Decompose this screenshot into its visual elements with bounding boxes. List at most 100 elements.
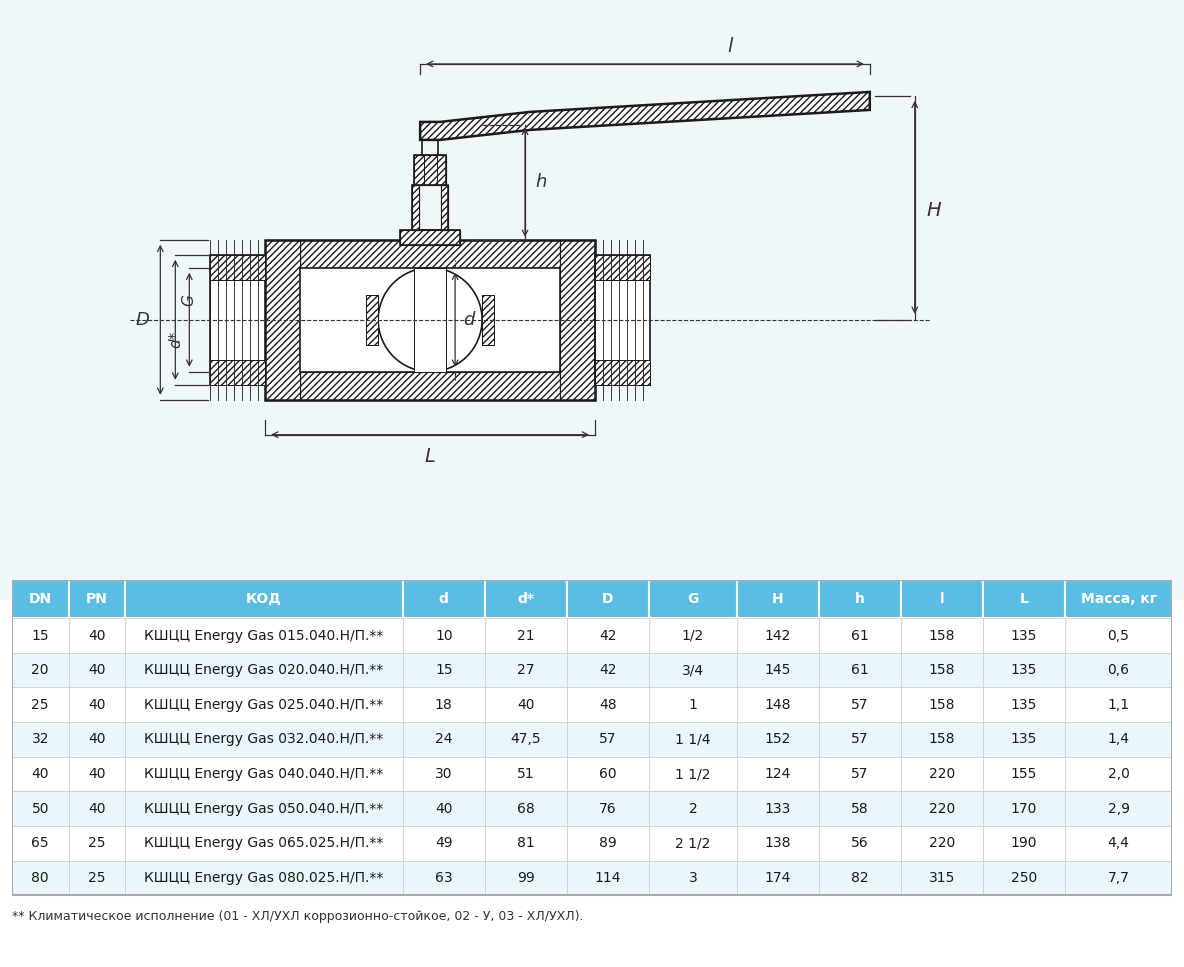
Bar xyxy=(901,618,983,653)
Bar xyxy=(1064,757,1172,791)
Bar xyxy=(403,688,484,722)
Text: 2,9: 2,9 xyxy=(1107,802,1130,815)
Text: 145: 145 xyxy=(765,663,791,677)
Text: H: H xyxy=(927,201,941,220)
Text: d: d xyxy=(439,592,449,606)
Text: H: H xyxy=(772,592,784,606)
Bar xyxy=(400,230,461,245)
Text: 81: 81 xyxy=(517,836,535,850)
Text: 3/4: 3/4 xyxy=(682,663,704,677)
Bar xyxy=(126,618,403,653)
Bar xyxy=(301,371,560,399)
Text: 76: 76 xyxy=(599,802,617,815)
Bar xyxy=(12,722,69,757)
Bar xyxy=(736,757,819,791)
Text: 174: 174 xyxy=(765,871,791,885)
Bar xyxy=(649,757,736,791)
Bar xyxy=(1064,861,1172,895)
Bar xyxy=(12,580,69,618)
Text: 20: 20 xyxy=(32,663,49,677)
Bar xyxy=(901,791,983,826)
Text: 135: 135 xyxy=(1011,629,1037,643)
Bar xyxy=(1064,618,1172,653)
Text: 3: 3 xyxy=(689,871,697,885)
Bar xyxy=(265,240,301,399)
Bar xyxy=(211,360,265,385)
Bar xyxy=(403,861,484,895)
Text: КШЦЦ Energy Gas 080.025.Н/П.**: КШЦЦ Energy Gas 080.025.Н/П.** xyxy=(144,871,384,885)
Text: ** Климатическое исполнение (01 - ХЛ/УХЛ коррозионно-стойкое, 02 - У, 03 - ХЛ/УХ: ** Климатическое исполнение (01 - ХЛ/УХЛ… xyxy=(12,910,584,923)
Bar xyxy=(211,255,265,279)
Bar xyxy=(126,688,403,722)
Bar xyxy=(126,791,403,826)
Bar xyxy=(567,618,649,653)
Text: КШЦЦ Energy Gas 025.040.Н/П.**: КШЦЦ Energy Gas 025.040.Н/П.** xyxy=(144,698,384,712)
Bar xyxy=(567,757,649,791)
Text: h: h xyxy=(855,592,866,606)
Text: 25: 25 xyxy=(89,871,105,885)
Text: 27: 27 xyxy=(517,663,534,677)
Bar xyxy=(596,360,650,385)
Text: 138: 138 xyxy=(765,836,791,850)
Text: 40: 40 xyxy=(89,802,105,815)
Text: 10: 10 xyxy=(435,629,452,643)
Bar xyxy=(69,618,126,653)
Bar xyxy=(301,371,560,399)
Text: 42: 42 xyxy=(599,629,617,643)
Bar xyxy=(301,240,560,268)
Text: 315: 315 xyxy=(928,871,955,885)
Text: 124: 124 xyxy=(765,767,791,781)
Bar xyxy=(484,826,567,861)
Text: 82: 82 xyxy=(851,871,869,885)
Text: КШЦЦ Energy Gas 065.025.Н/П.**: КШЦЦ Energy Gas 065.025.Н/П.** xyxy=(144,836,384,850)
Bar xyxy=(126,722,403,757)
Text: 158: 158 xyxy=(928,698,955,712)
Bar xyxy=(482,295,494,344)
Bar xyxy=(649,722,736,757)
Text: 68: 68 xyxy=(517,802,535,815)
Bar xyxy=(736,791,819,826)
Text: 2: 2 xyxy=(689,802,697,815)
Bar xyxy=(1064,688,1172,722)
Bar xyxy=(901,722,983,757)
Bar xyxy=(567,688,649,722)
Bar xyxy=(736,618,819,653)
Text: 89: 89 xyxy=(599,836,617,850)
Text: 60: 60 xyxy=(599,767,617,781)
Bar xyxy=(901,757,983,791)
Bar xyxy=(983,757,1064,791)
Bar xyxy=(567,580,649,618)
Bar xyxy=(484,861,567,895)
Bar xyxy=(1064,826,1172,861)
Bar xyxy=(819,580,901,618)
Bar xyxy=(403,791,484,826)
Bar xyxy=(126,653,403,688)
Text: 48: 48 xyxy=(599,698,617,712)
Text: 220: 220 xyxy=(929,802,955,815)
Bar xyxy=(983,688,1064,722)
Text: 1 1/2: 1 1/2 xyxy=(675,767,710,781)
Text: КОД: КОД xyxy=(246,592,282,606)
Bar xyxy=(126,826,403,861)
Text: 40: 40 xyxy=(89,663,105,677)
Text: 40: 40 xyxy=(435,802,452,815)
Bar xyxy=(12,861,69,895)
Bar xyxy=(736,722,819,757)
Bar xyxy=(736,688,819,722)
Bar xyxy=(649,861,736,895)
Bar xyxy=(983,618,1064,653)
Polygon shape xyxy=(420,92,870,140)
Text: DN: DN xyxy=(28,592,52,606)
Text: 40: 40 xyxy=(89,732,105,747)
Bar xyxy=(567,791,649,826)
Text: 135: 135 xyxy=(1011,732,1037,747)
Text: PN: PN xyxy=(86,592,108,606)
Text: 1,1: 1,1 xyxy=(1107,698,1130,712)
Bar xyxy=(736,861,819,895)
Text: 57: 57 xyxy=(851,732,869,747)
Bar xyxy=(596,255,650,279)
Bar xyxy=(596,255,650,279)
Bar xyxy=(983,826,1064,861)
Text: 47,5: 47,5 xyxy=(510,732,541,747)
Bar xyxy=(412,185,448,230)
